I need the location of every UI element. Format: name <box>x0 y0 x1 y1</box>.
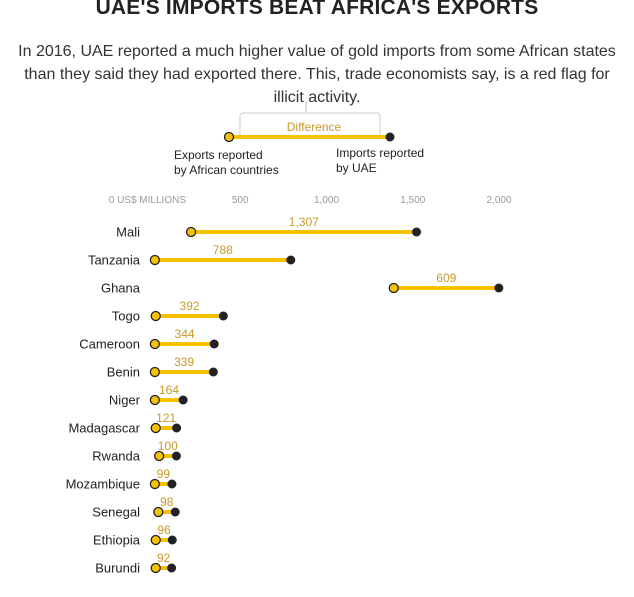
export-dot <box>185 226 197 238</box>
chart-row: Ethiopia 96 <box>93 523 177 548</box>
chart-row: Tanzania 788 <box>88 243 296 268</box>
export-dot <box>388 282 399 294</box>
difference-value-label: 99 <box>157 467 171 481</box>
x-tick-label: 500 <box>232 195 249 206</box>
category-label: Tanzania <box>88 253 141 268</box>
x-tick-label: 2,000 <box>486 195 511 206</box>
import-dot <box>209 339 219 349</box>
import-dot <box>170 507 180 517</box>
export-dot <box>153 506 164 518</box>
legend-difference-label: Difference <box>287 120 342 134</box>
chart-row: Togo 392 <box>112 299 228 324</box>
chart-row: Burundi 92 <box>95 551 177 576</box>
difference-value-label: 1,307 <box>289 215 319 229</box>
export-dot <box>149 338 161 350</box>
export-dot <box>150 310 161 322</box>
x-tick-label: 0 US$ MILLIONS <box>109 195 187 206</box>
chart-rows: Mali 1,307 Tanzania 788 Ghana 609 Togo 392 Camer… <box>66 215 504 576</box>
legend-export-dot <box>223 131 235 143</box>
legend-imports-line1: Imports reported <box>336 146 424 160</box>
import-dot <box>208 367 218 377</box>
import-dot <box>412 227 422 237</box>
legend-exports-line1: Exports reported <box>174 148 263 162</box>
import-dot <box>171 451 181 461</box>
chart-row: Madagascar 121 <box>68 411 182 436</box>
chart-title: UAE'S IMPORTS BEAT AFRICA'S EXPORTS <box>95 0 539 19</box>
difference-value-label: 788 <box>213 243 233 257</box>
import-dot <box>286 255 296 265</box>
category-label: Mozambique <box>66 477 140 492</box>
difference-value-label: 121 <box>156 411 176 425</box>
category-label: Madagascar <box>68 421 140 436</box>
export-dot <box>154 450 165 462</box>
difference-value-label: 164 <box>159 383 179 397</box>
legend-import-dot <box>385 132 395 142</box>
category-label: Togo <box>112 309 140 324</box>
import-dot <box>167 479 177 489</box>
import-dot <box>494 283 504 293</box>
import-dot <box>172 423 182 433</box>
export-dot <box>150 422 161 434</box>
category-label: Burundi <box>95 561 140 576</box>
legend-exports-line2: by African countries <box>174 163 279 177</box>
difference-value-label: 609 <box>436 271 456 285</box>
category-label: Niger <box>109 393 141 408</box>
category-label: Ghana <box>101 281 141 296</box>
export-dot <box>150 534 161 546</box>
export-dot <box>149 366 161 378</box>
chart-row: Ghana 609 <box>101 271 504 296</box>
category-label: Ethiopia <box>93 533 141 548</box>
category-label: Rwanda <box>92 449 140 464</box>
chart-row: Cameroon 344 <box>79 327 219 352</box>
category-label: Benin <box>107 365 140 380</box>
import-dot <box>167 563 177 573</box>
difference-value-label: 96 <box>157 523 171 537</box>
legend-imports-line2: by UAE <box>336 161 377 175</box>
legend: Difference Exports reported by African c… <box>174 102 424 177</box>
chart-row: Niger 164 <box>109 383 188 408</box>
category-label: Mali <box>116 225 140 240</box>
chart-subtitle: In 2016, UAE reported a much higher valu… <box>18 43 616 106</box>
chart-row: Mali 1,307 <box>116 215 422 240</box>
x-axis: 0 US$ MILLIONS 500 1,000 1,500 2,000 <box>109 195 512 206</box>
x-tick-label: 1,000 <box>314 195 339 206</box>
chart-row: Senegal 98 <box>92 495 180 520</box>
difference-value-label: 339 <box>174 355 194 369</box>
export-dot <box>149 478 161 490</box>
import-dot <box>178 395 188 405</box>
import-dot <box>167 535 177 545</box>
import-dot <box>218 311 228 321</box>
difference-value-label: 92 <box>157 551 171 565</box>
export-dot <box>149 254 161 266</box>
category-label: Senegal <box>92 505 140 520</box>
chart-row: Benin 339 <box>107 355 218 380</box>
export-dot <box>150 562 161 574</box>
chart-row: Rwanda 100 <box>92 439 181 464</box>
export-dot <box>149 394 161 406</box>
legend-bracket <box>239 112 381 137</box>
category-label: Cameroon <box>79 337 140 352</box>
difference-value-label: 100 <box>158 439 178 453</box>
difference-value-label: 392 <box>180 299 200 313</box>
chart-row: Mozambique 99 <box>66 467 177 492</box>
x-tick-label: 1,500 <box>400 195 425 206</box>
difference-value-label: 98 <box>160 495 174 509</box>
difference-value-label: 344 <box>175 327 195 341</box>
